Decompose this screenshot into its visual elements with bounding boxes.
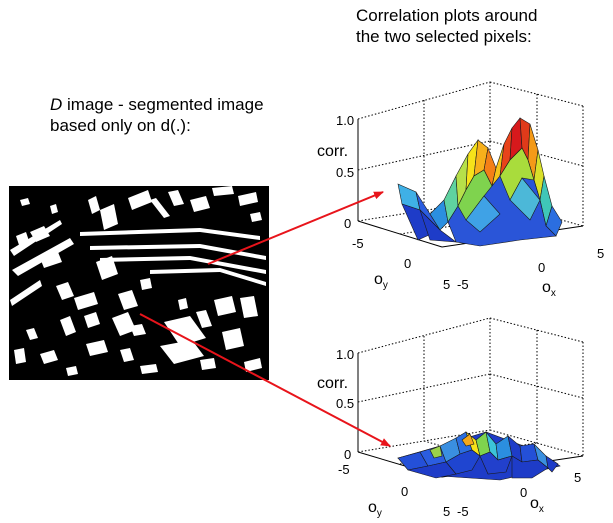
plot2-ox-label: ox xyxy=(530,495,544,515)
plot2-surface xyxy=(397,431,561,481)
plot1-z-label: corr. xyxy=(317,143,348,160)
plot1-ox-tick-m5: -5 xyxy=(457,277,469,292)
plot2-z-tick-05: 0.5 xyxy=(336,396,354,411)
plot2-labels: 1.0 0.5 0 corr. -5 0 5 -5 0 5 oy ox xyxy=(317,347,581,519)
plot2-z-tick-1: 1.0 xyxy=(336,347,354,362)
plot2-oy-tick-m5: -5 xyxy=(338,462,350,477)
d-italic: D xyxy=(50,95,63,114)
arrow-to-plot1 xyxy=(207,191,384,265)
plot2-z-label: corr. xyxy=(317,375,348,392)
plot1-ox-tick-0: 0 xyxy=(538,260,545,275)
segmented-image xyxy=(9,186,269,380)
plot1-oy-label: oy xyxy=(374,271,388,291)
left-caption-line2: based only on d(.): xyxy=(50,116,191,135)
right-caption-line1: Correlation plots around xyxy=(356,6,538,25)
plot1-z-tick-05: 0.5 xyxy=(336,165,354,180)
plot1-ox-tick-5: 5 xyxy=(597,246,604,261)
plot1-z-tick-0: 0 xyxy=(344,216,351,231)
plot1-oy-tick-m5: -5 xyxy=(352,236,364,251)
plot2-ox-tick-5: 5 xyxy=(574,470,581,485)
plot2-ox-tick-0: 0 xyxy=(520,485,527,500)
right-caption-line2: the two selected pixels: xyxy=(356,27,532,46)
plot1-oy-tick-0: 0 xyxy=(404,256,411,271)
plot2-oy-tick-0: 0 xyxy=(401,484,408,499)
plot1-surface xyxy=(397,117,563,247)
plot1-oy-tick-5: 5 xyxy=(443,277,450,292)
plot1-labels: 1.0 0.5 0 corr. -5 0 5 -5 0 5 oy ox xyxy=(317,113,604,299)
left-caption-rest: image - segmented image xyxy=(62,95,264,114)
plot2-oy-label: oy xyxy=(368,499,382,519)
segment-speckles xyxy=(10,186,266,376)
pointer-arrows xyxy=(139,191,391,447)
plot1-ox-label: ox xyxy=(542,279,556,299)
plot2-z-tick-0: 0 xyxy=(344,447,351,462)
left-caption-line1: D image - segmented image xyxy=(50,95,264,115)
plot2-oy-tick-5: 5 xyxy=(443,504,450,519)
plot1-z-tick-1: 1.0 xyxy=(336,113,354,128)
plot2-ox-tick-m5: -5 xyxy=(457,504,469,519)
arrow-to-plot2 xyxy=(139,313,391,447)
